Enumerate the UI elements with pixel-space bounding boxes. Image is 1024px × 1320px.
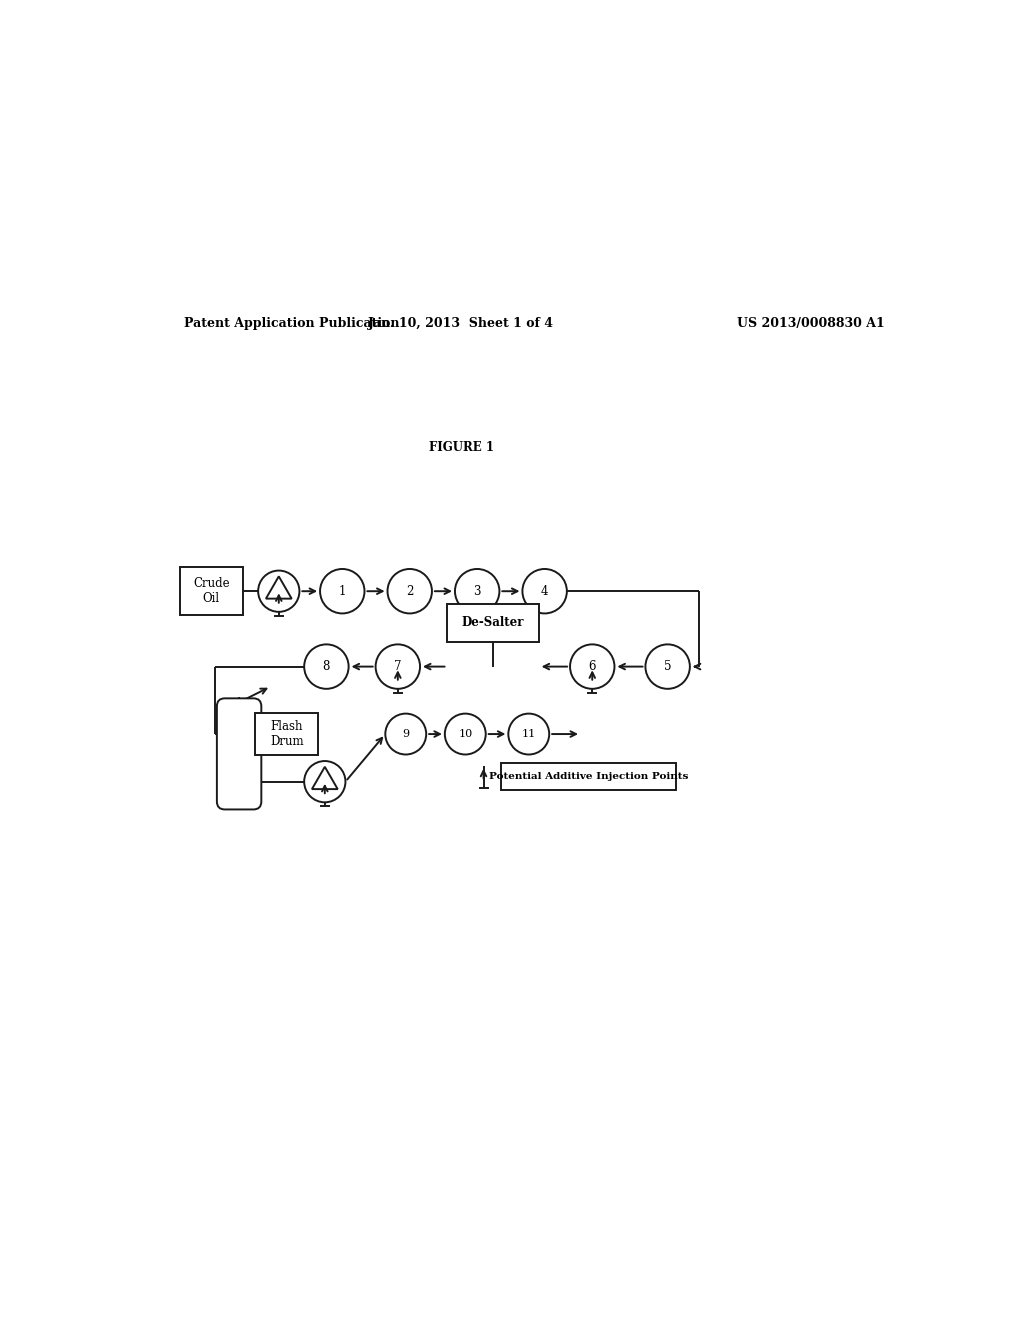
Bar [501,763,676,791]
Text: 4: 4 [541,585,549,598]
Text: De-Salter: De-Salter [462,616,524,630]
Text: 8: 8 [323,660,330,673]
Text: Patent Application Publication: Patent Application Publication [183,317,399,330]
Circle shape [522,569,567,614]
Text: Crude
Oil: Crude Oil [193,577,229,605]
Text: 5: 5 [664,660,672,673]
Circle shape [455,569,500,614]
Text: Flash
Drum: Flash Drum [270,719,303,748]
Circle shape [444,714,485,755]
Circle shape [376,644,420,689]
Circle shape [385,714,426,755]
Circle shape [645,644,690,689]
Text: Potential Additive Injection Points: Potential Additive Injection Points [488,772,688,781]
Text: Jan. 10, 2013  Sheet 1 of 4: Jan. 10, 2013 Sheet 1 of 4 [369,317,554,330]
Text: 7: 7 [394,660,401,673]
Bar [255,713,318,755]
Text: FIGURE 1: FIGURE 1 [429,441,494,454]
Circle shape [258,570,299,612]
Text: 3: 3 [473,585,481,598]
Text: US 2013/0008830 A1: US 2013/0008830 A1 [736,317,885,330]
Text: 9: 9 [402,729,410,739]
Circle shape [508,714,549,755]
FancyBboxPatch shape [217,698,261,809]
Text: 2: 2 [407,585,414,598]
Bar [179,568,243,615]
Circle shape [304,762,345,803]
Circle shape [387,569,432,614]
Circle shape [321,569,365,614]
Text: 11: 11 [521,729,536,739]
Circle shape [570,644,614,689]
Text: 10: 10 [458,729,472,739]
Text: 6: 6 [589,660,596,673]
Text: 1: 1 [339,585,346,598]
Circle shape [304,644,348,689]
Bar [447,605,539,642]
